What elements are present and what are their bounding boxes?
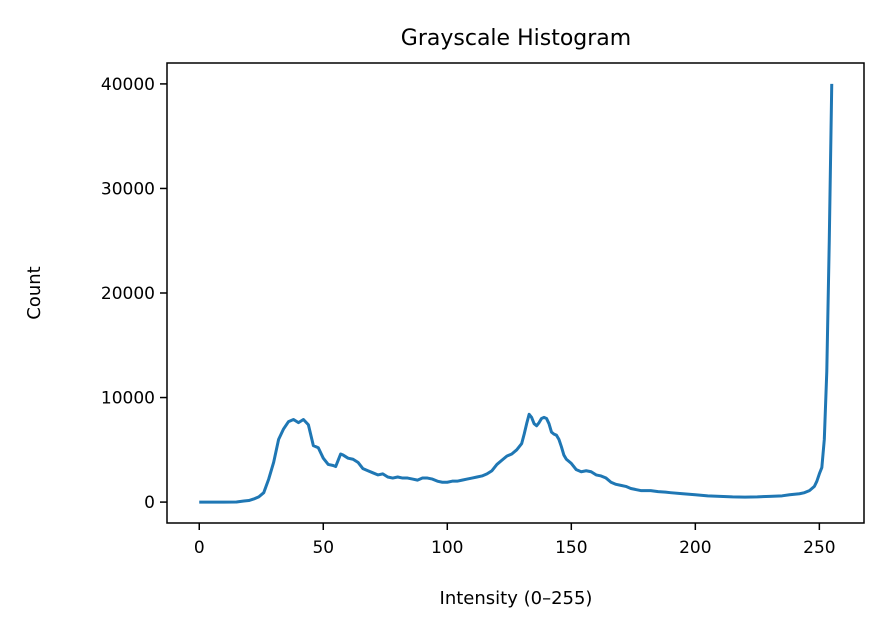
y-axis-ticks: 0 10000 20000 30000 40000 <box>101 75 167 513</box>
x-tick-label: 150 <box>555 538 587 558</box>
y-axis-label: Count <box>24 266 45 319</box>
x-tick-label: 200 <box>679 538 711 558</box>
x-tick-label: 50 <box>312 538 334 558</box>
x-tick-label: 100 <box>431 538 463 558</box>
histogram-series-line-0 <box>199 83 834 504</box>
x-tick-label: 0 <box>194 538 205 558</box>
y-tick-label: 20000 <box>101 284 155 304</box>
plot-area <box>199 83 834 504</box>
x-axis-label: Intensity (0–255) <box>440 588 593 609</box>
y-tick-label: 30000 <box>101 179 155 199</box>
y-tick-label: 10000 <box>101 389 155 409</box>
axes-frame <box>166 62 865 524</box>
y-tick-label: 0 <box>144 493 155 513</box>
y-tick-label: 40000 <box>101 75 155 95</box>
chart-title: Grayscale Histogram <box>401 26 631 51</box>
x-tick-label: 250 <box>803 538 835 558</box>
x-axis-ticks: 0 50 100 150 200 250 <box>194 523 836 558</box>
